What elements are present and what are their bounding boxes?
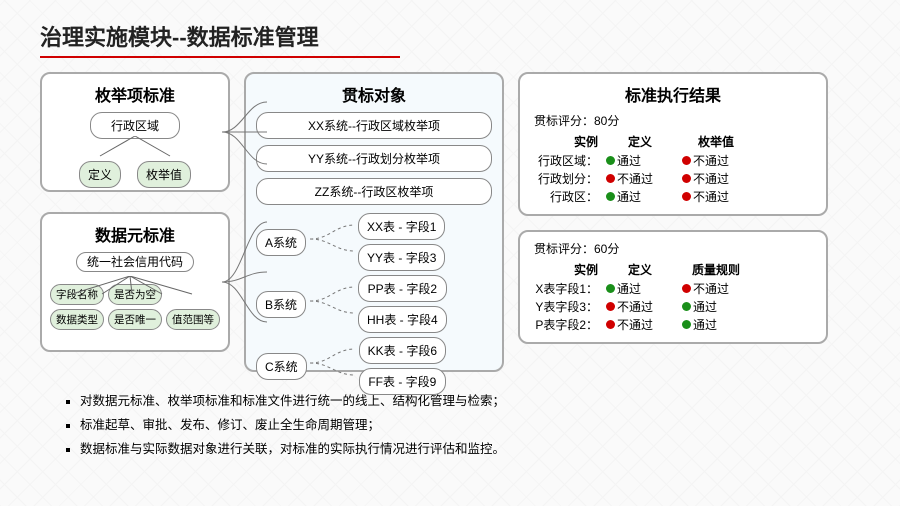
- result-cell: 通过: [606, 280, 674, 297]
- result-cell: 通过: [606, 152, 674, 169]
- result-cell: 通过: [682, 298, 750, 315]
- elem-child-node: 是否为空: [108, 284, 162, 305]
- fail-icon: [606, 302, 615, 311]
- elem-std-head: 数据元标准: [50, 222, 220, 246]
- system-node: B系统: [256, 291, 306, 318]
- score-label: 贯标评分：80分: [534, 112, 812, 129]
- fail-icon: [682, 156, 691, 165]
- field-node: XX表 - 字段1: [358, 213, 445, 240]
- panel-results: 标准执行结果 贯标评分：80分实例定义枚举值行政区域：通过不通过行政划分：不通过…: [518, 72, 828, 216]
- targets-head: 贯标对象: [256, 82, 492, 106]
- result-text: 通过: [693, 298, 717, 315]
- pass-icon: [606, 156, 615, 165]
- elem-root-node: 统一社会信用代码: [76, 252, 194, 272]
- target-node: XX系统--行政区域枚举项: [256, 112, 492, 139]
- col-head: 实例: [534, 261, 598, 278]
- result-cell: 不通过: [606, 170, 674, 187]
- target-node: ZZ系统--行政区枚举项: [256, 178, 492, 205]
- row-name: 行政区域：: [534, 152, 598, 169]
- enum-child-node: 定义: [79, 161, 121, 188]
- bullet-list: 对数据元标准、枚举项标准和标准文件进行统一的线上、结构化管理与检索； 标准起草、…: [40, 390, 860, 461]
- result-cell: 不通过: [682, 188, 750, 205]
- system-node: C系统: [256, 353, 307, 380]
- result-text: 不通过: [693, 152, 729, 169]
- row-name: X表字段1：: [534, 280, 598, 297]
- row-name: 行政区：: [534, 188, 598, 205]
- enum-child-node: 枚举值: [137, 161, 191, 188]
- result-cell: 不通过: [682, 152, 750, 169]
- result-text: 通过: [617, 188, 641, 205]
- row-name: 行政划分：: [534, 170, 598, 187]
- pass-icon: [682, 320, 691, 329]
- result-text: 不通过: [693, 170, 729, 187]
- pass-icon: [606, 192, 615, 201]
- page-title: 治理实施模块--数据标准管理: [40, 20, 860, 52]
- row-name: Y表字段3：: [534, 298, 598, 315]
- title-underline: [40, 56, 400, 58]
- results-head: 标准执行结果: [534, 82, 812, 106]
- field-node: FF表 - 字段9: [359, 368, 446, 395]
- pass-icon: [606, 284, 615, 293]
- result-cell: 通过: [606, 188, 674, 205]
- fail-icon: [682, 192, 691, 201]
- row-name: P表字段2：: [534, 316, 598, 333]
- col-head: 实例: [534, 133, 598, 150]
- result-text: 不通过: [617, 316, 653, 333]
- bullet-item: 标准起草、审批、发布、修订、废止全生命周期管理；: [80, 414, 860, 438]
- field-node: PP表 - 字段2: [358, 275, 447, 302]
- result-text: 不通过: [693, 188, 729, 205]
- bullet-item: 数据标准与实际数据对象进行关联，对标准的实际执行情况进行评估和监控。: [80, 438, 860, 462]
- result-cell: 不通过: [606, 316, 674, 333]
- system-node: A系统: [256, 229, 306, 256]
- result-cell: 不通过: [682, 280, 750, 297]
- elem-child-node: 数据类型: [50, 309, 104, 330]
- result-text: 通过: [617, 280, 641, 297]
- panel-results-2: 贯标评分：60分实例定义质量规则X表字段1：通过不通过Y表字段3：不通过通过P表…: [518, 230, 828, 344]
- field-node: YY表 - 字段3: [358, 244, 445, 271]
- result-text: 不通过: [693, 280, 729, 297]
- elem-child-node: 字段名称: [50, 284, 104, 305]
- elem-child-node: 值范围等: [166, 309, 220, 330]
- col-head: 定义: [606, 133, 674, 150]
- result-text: 不通过: [617, 170, 653, 187]
- fail-icon: [682, 174, 691, 183]
- result-text: 不通过: [617, 298, 653, 315]
- pass-icon: [682, 302, 691, 311]
- col-head: 枚举值: [682, 133, 750, 150]
- target-node: YY系统--行政划分枚举项: [256, 145, 492, 172]
- elem-child-node: 是否唯一: [108, 309, 162, 330]
- result-text: 通过: [693, 316, 717, 333]
- result-text: 通过: [617, 152, 641, 169]
- field-node: KK表 - 字段6: [359, 337, 446, 364]
- enum-root-node: 行政区域: [90, 112, 180, 139]
- col-head: 质量规则: [682, 261, 750, 278]
- score-label: 贯标评分：60分: [534, 240, 812, 257]
- fail-icon: [682, 284, 691, 293]
- panel-elem-std: 数据元标准 统一社会信用代码 字段名称 是否为空 数据类型 是否唯一 值范围等: [40, 212, 230, 352]
- fail-icon: [606, 174, 615, 183]
- fail-icon: [606, 320, 615, 329]
- enum-std-head: 枚举项标准: [50, 82, 220, 106]
- result-cell: 不通过: [682, 170, 750, 187]
- panel-enum-std: 枚举项标准 行政区域 定义 枚举值: [40, 72, 230, 192]
- field-node: HH表 - 字段4: [358, 306, 447, 333]
- panel-targets: 贯标对象 XX系统--行政区域枚举项 YY系统--行政划分枚举项 ZZ系统--行政区…: [244, 72, 504, 372]
- col-head: 定义: [606, 261, 674, 278]
- result-cell: 通过: [682, 316, 750, 333]
- result-cell: 不通过: [606, 298, 674, 315]
